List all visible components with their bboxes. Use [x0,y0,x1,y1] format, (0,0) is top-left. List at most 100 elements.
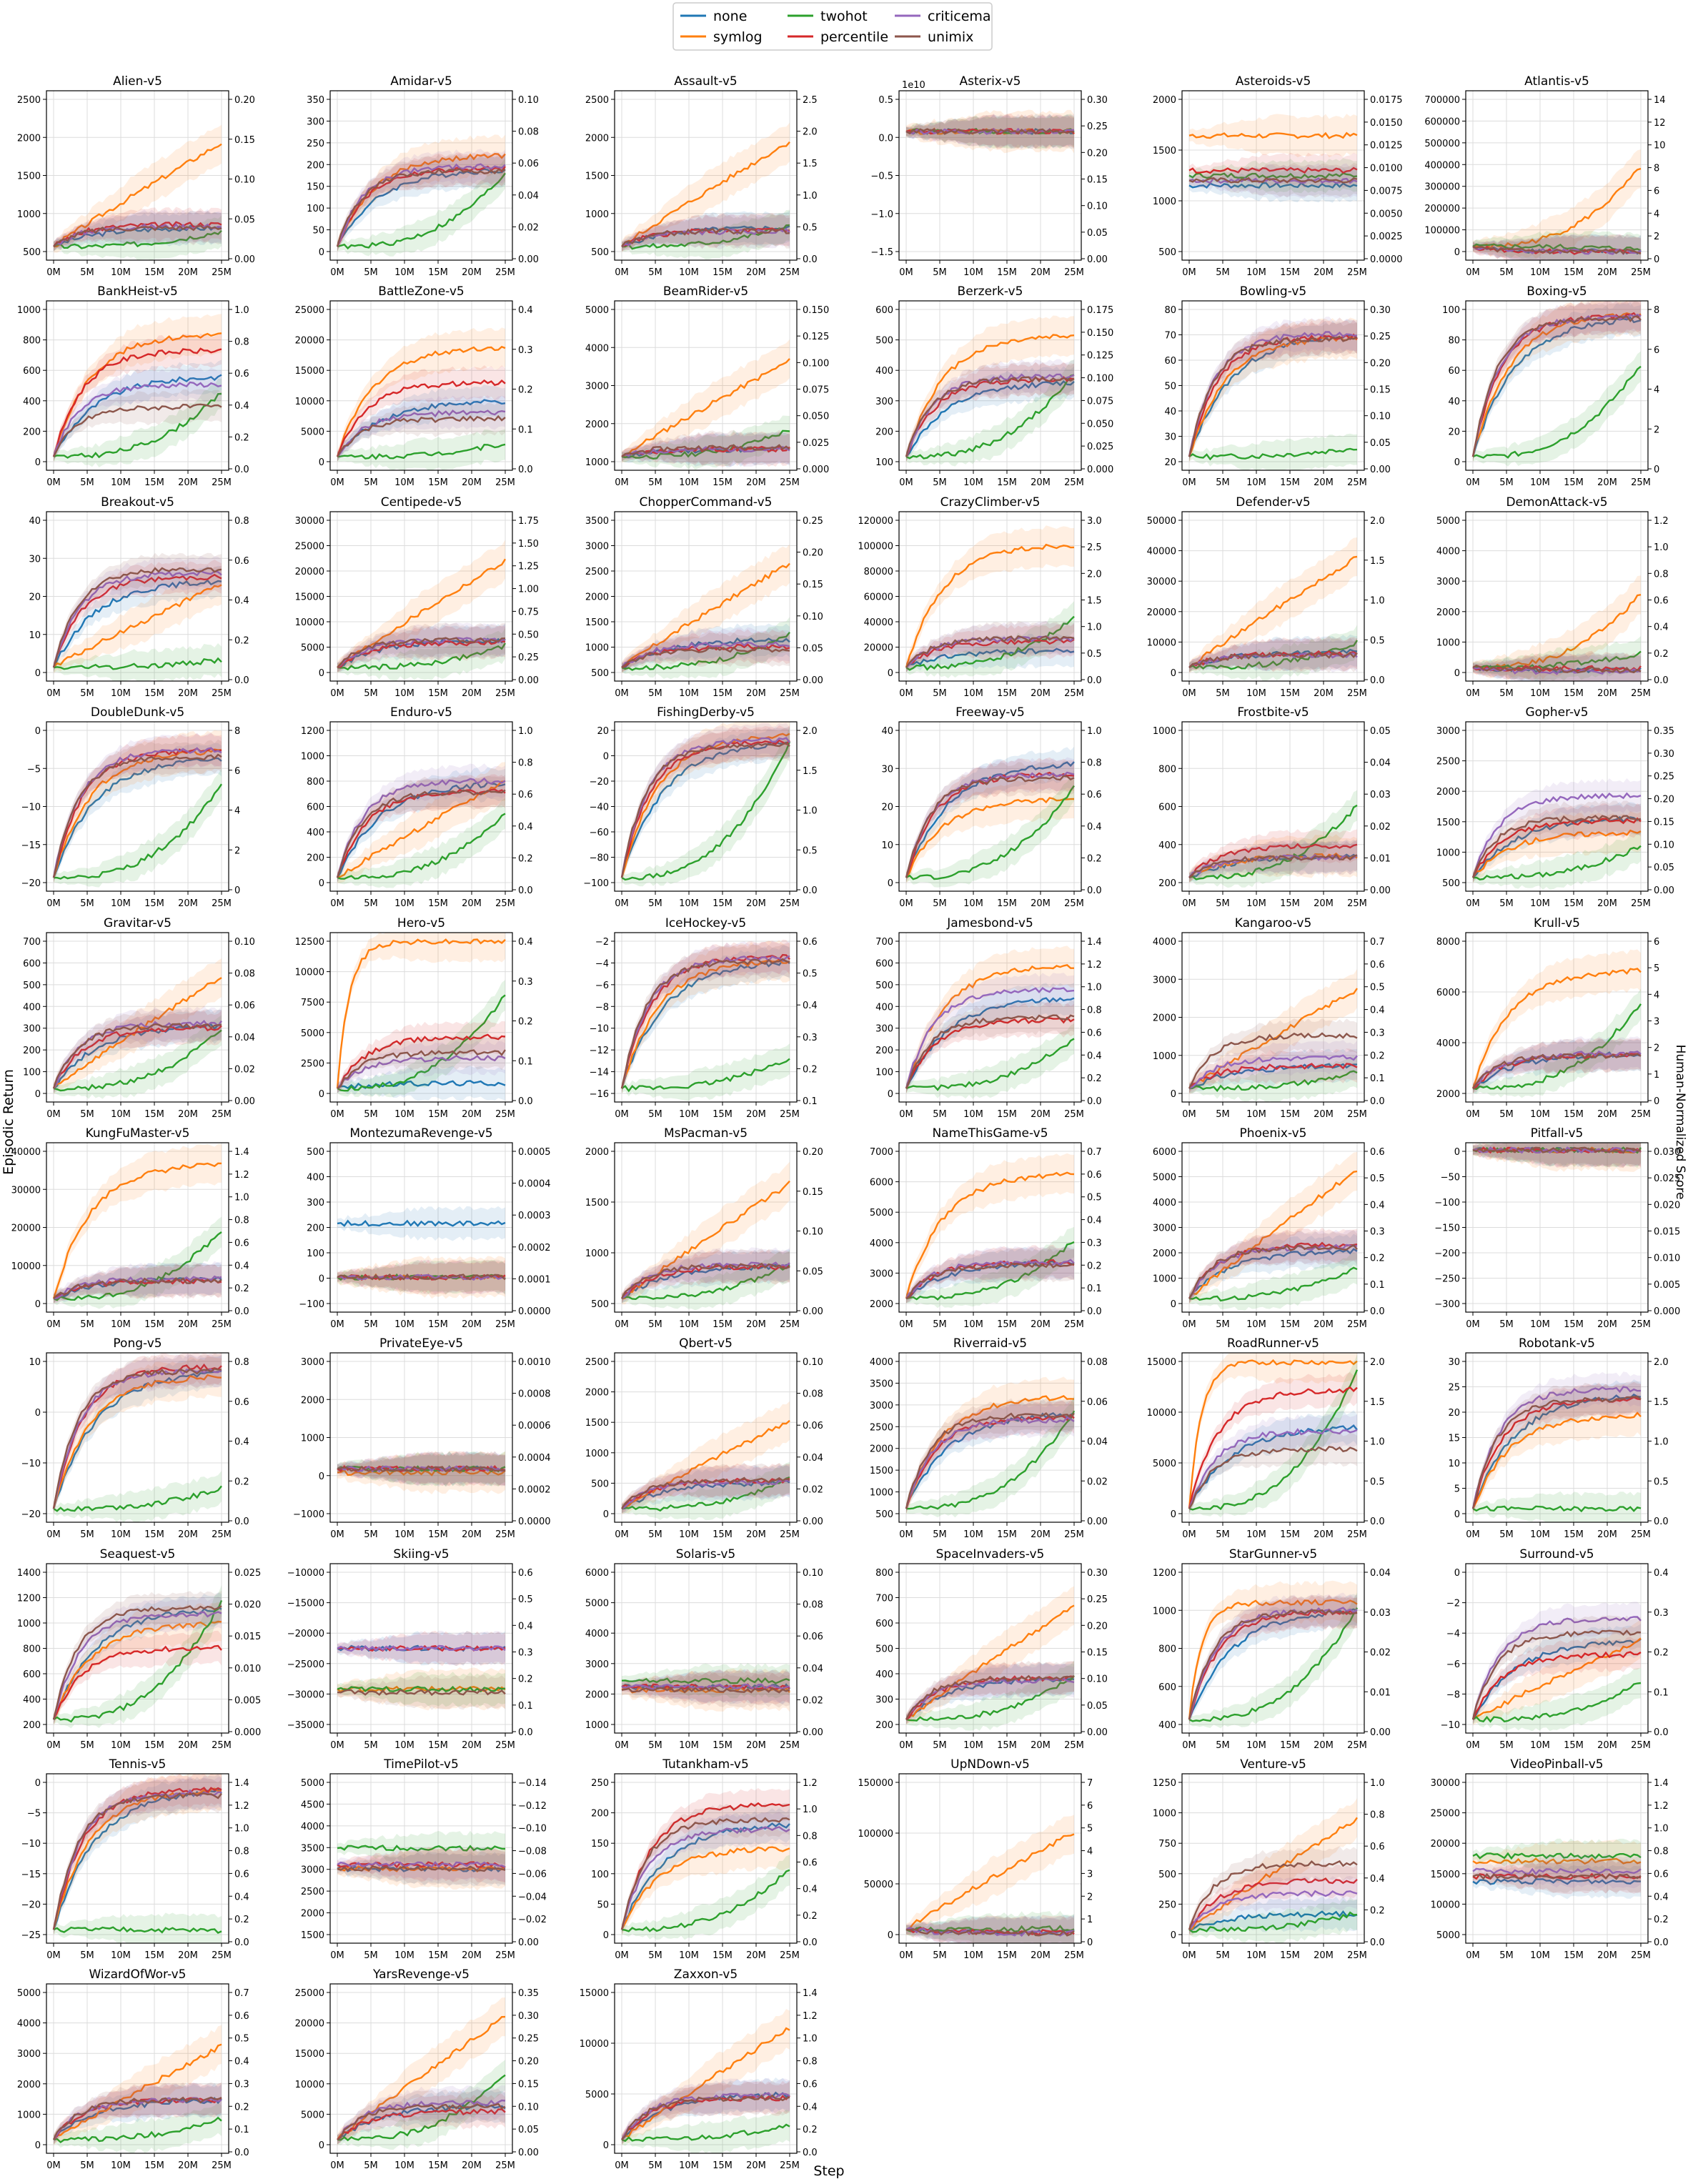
y-tick-label: 30000 [1147,577,1176,587]
x-tick-label: 5M [80,1950,94,1961]
series-line-unimix [905,1014,1075,1089]
x-tick-label: 0M [615,1529,629,1540]
series-line-symlog [53,977,222,1089]
x-tick-label: 0M [46,477,61,488]
right-tick-label: 0.5 [1370,1476,1385,1487]
y-tick-label: −20 [21,1900,41,1910]
y-tick-label: 30 [881,764,893,775]
axes-frame [1181,511,1365,682]
series-twohot [337,158,506,257]
right-tick-label: 1.2 [1654,516,1669,527]
y-tick-label: 150 [591,1839,609,1850]
y-tick-label: 500 [875,1509,893,1520]
right-tick-label: 0.6 [1087,1170,1102,1181]
right-tick-label: 0.01 [1370,853,1391,864]
axes-frame [329,1352,513,1523]
axes-frame [46,511,229,682]
series-line-twohot [337,1685,506,1693]
y-tick-label: −15000 [287,1599,324,1609]
series-unimix [52,739,222,883]
series-band-symlog [1189,537,1357,674]
y-tick-label: 300 [875,1024,893,1035]
right-tick-label: 2 [1654,425,1659,435]
series-band-percentile [1473,301,1641,462]
x-tick-label: 15M [997,1740,1017,1751]
series-unimix [621,213,790,252]
series-percentile [1188,1372,1358,1514]
series-band-criticema [54,209,222,252]
right-tick-label: −0.12 [518,1801,547,1812]
series-twohot [337,2060,506,2150]
panel-title: RoadRunner-v5 [1227,1336,1319,1351]
x-tick-label: 20M [462,688,482,699]
x-tick-label: 20M [1314,267,1334,278]
right-tick-label: 2.0 [1087,569,1102,580]
right-tick-label: 1.50 [518,539,539,550]
right-tick-label: 0.5 [1087,649,1102,660]
panel-title: UpNDown-v5 [950,1757,1030,1772]
right-tick-label: 0.0008 [518,1389,551,1400]
x-tick-label: 0M [330,1319,344,1330]
axes-frame [614,300,798,471]
x-tick-label: 25M [780,1319,800,1330]
x-tick-label: 0M [330,477,344,488]
panel-icehockey-v5: IceHockey-v5−16−14−12−10−8−6−4−20.10.20.… [590,916,818,1120]
series-line-none [1188,1063,1358,1090]
x-tick-label: 20M [462,1319,482,1330]
x-tick-label: 25M [212,1529,232,1540]
series-symlog [621,122,790,253]
right-tick-label: 0.00 [803,1517,823,1527]
axes-frame [46,1563,229,1734]
series-twohot [1188,1354,1359,1518]
y-axis-label-left: Episodic Return [1,1069,16,1175]
series-line-symlog [336,345,506,457]
x-tick-label: 10M [1530,1950,1550,1961]
series-line-unimix [52,1023,222,1089]
x-tick-label: 5M [648,1529,662,1540]
series-unimix [1188,162,1358,198]
y-tick-label: 0 [35,726,41,737]
right-tick-label: 12 [1654,118,1666,129]
right-tick-label: 1.4 [1654,1778,1669,1789]
y-tick-label: −2 [1446,1599,1460,1609]
series-band-unimix [1189,1846,1357,1935]
panel-title: CrazyClimber-v5 [940,495,1041,510]
series-percentile [1188,1863,1358,1935]
panel-skiing-v5: Skiing-v5−35000−30000−25000−20000−15000−… [287,1547,533,1751]
x-tick-label: 5M [1216,1109,1230,1120]
y-tick-label: 200 [23,1046,41,1056]
x-tick-label: 25M [780,1109,800,1120]
y-tick-label: −100 [299,1299,324,1310]
right-tick-label: 2.0 [1370,1357,1385,1368]
y-tick-label: 0 [319,668,324,679]
x-tick-label: 5M [80,1109,94,1120]
series-unimix [621,2080,790,2145]
series-line-percentile [1188,167,1358,174]
series-twohot [621,1043,790,1101]
series-symlog [905,1376,1075,1515]
series-band-twohot [54,643,222,681]
series-criticema [905,973,1075,1093]
right-tick-label: 2.0 [803,127,818,138]
series-none [337,1206,506,1241]
series-line-criticema [337,1055,506,1089]
series-unimix [621,430,790,466]
series-twohot [905,1395,1076,1518]
y-tick-label: −15 [21,840,41,851]
series-band-criticema [1473,1036,1641,1093]
panel-title: Krull-v5 [1534,916,1580,930]
legend-entry-criticema: criticema [895,9,991,24]
series-line-unimix [1188,651,1358,668]
series-band-symlog [906,778,1074,884]
series-band-twohot [906,601,1074,679]
series-line-twohot [1472,243,1642,252]
axes-frame [329,300,513,471]
series-line-unimix [1471,815,1642,878]
x-tick-label: 0M [899,1950,913,1961]
series-symlog [53,2025,222,2146]
x-tick-label: 10M [111,1109,131,1120]
y-tick-label: 15000 [295,592,324,603]
x-tick-label: 10M [679,1319,699,1330]
right-tick-label: 0.0075 [1370,186,1403,197]
